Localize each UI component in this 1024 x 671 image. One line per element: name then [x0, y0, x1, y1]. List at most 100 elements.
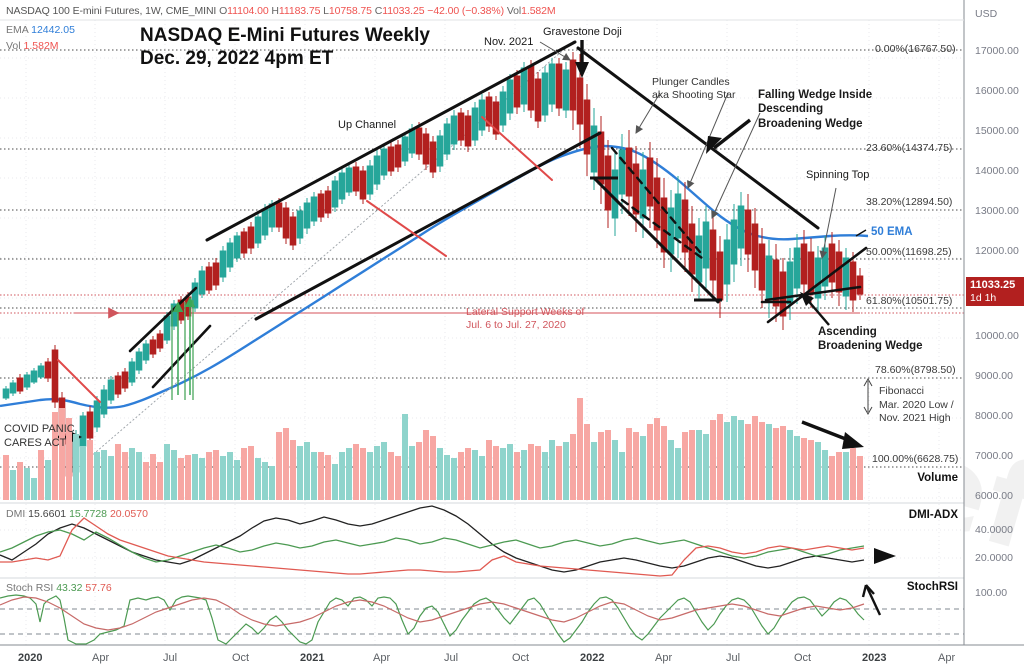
- vol-value: 1.582M: [521, 5, 556, 17]
- dmi-tick-20[interactable]: 20.0000: [975, 552, 1013, 564]
- price-tick-7000[interactable]: 7000.00: [975, 450, 1013, 462]
- ascending-line-1: Ascending: [818, 326, 877, 338]
- falling-wedge-line-2: Descending: [758, 103, 824, 116]
- vol-label: Vol: [506, 5, 522, 17]
- ohlc-c-value: 11033.25: [382, 5, 425, 17]
- dmi-adx-line: [0, 505, 865, 573]
- price-tick-15000[interactable]: 15000.00: [975, 125, 1019, 137]
- stochrsi-legend-label: Stoch RSI: [6, 582, 54, 594]
- annotation-gravestone-doji: Gravestone Doji: [543, 26, 622, 38]
- time-tick-2021[interactable]: 2021: [300, 652, 325, 664]
- volume-legend-label: Vol: [6, 40, 21, 52]
- annotation-nov-2021: Nov. 2021: [484, 36, 534, 48]
- ohlc-l-value: 10758.75: [328, 5, 372, 17]
- covid-line-1: COVID PANIC: [4, 423, 75, 435]
- dmi-legend: DMI 15.6601 15.7728 20.0570: [6, 508, 148, 520]
- stoch-k-line: [0, 594, 865, 645]
- falling-wedge-line-3: Broadening Wedge: [758, 117, 863, 130]
- time-tick-oct-2022[interactable]: Oct: [794, 652, 812, 664]
- wedge-tick-marks: [590, 176, 722, 302]
- minor-down-trendlines: [57, 116, 553, 403]
- time-tick-apr-2022[interactable]: Apr: [655, 652, 673, 664]
- annotation-plunger-candles: Plunger Candles aka Shooting Star: [652, 76, 735, 102]
- fib-line-2: Mar. 2020 Low /: [879, 398, 954, 411]
- price-tick-14000[interactable]: 14000.00: [975, 165, 1019, 177]
- current-price-tag[interactable]: 11033.25 1d 1h: [966, 277, 1024, 307]
- price-tick-8000[interactable]: 8000.00: [975, 410, 1013, 422]
- price-tick-10000[interactable]: 10000.00: [975, 330, 1019, 342]
- stoch-d-line: [0, 596, 865, 631]
- time-tick-jul-2021[interactable]: Jul: [444, 652, 459, 664]
- panel-label-volume: Volume: [917, 472, 958, 484]
- axis-currency: USD: [975, 8, 998, 20]
- fib-label-0: 0.00%(16767.50): [875, 43, 956, 55]
- price-tick-16000[interactable]: 16000.00: [975, 85, 1019, 97]
- lateral-line-2: Jul. 6 to Jul. 27, 2020: [466, 319, 566, 332]
- fib-bracket: [863, 377, 873, 416]
- falling-wedge-arrow: [706, 118, 752, 154]
- time-tick-2020[interactable]: 2020: [18, 652, 43, 664]
- stoch-cursor-arrow: [861, 584, 882, 616]
- plunger-line-2: aka Shooting Star: [652, 89, 736, 102]
- price-tick-12000[interactable]: 12000.00: [975, 245, 1019, 257]
- lateral-line-1: Lateral Support Weeks of: [466, 306, 585, 318]
- ohlc-h-value: 11183.75: [278, 5, 321, 17]
- title-line-1: NASDAQ E-Mini Futures Weekly: [140, 25, 430, 46]
- ohlc-h-label: H: [271, 5, 279, 17]
- volume-bars: [3, 300, 863, 500]
- price-tick-9000[interactable]: 9000.00: [975, 370, 1013, 382]
- stochrsi-value-k: 43.32: [56, 582, 83, 594]
- ema-legend: EMA 12442.05: [6, 24, 75, 36]
- falling-wedge: [610, 146, 704, 260]
- annotation-covid-panic: COVID PANIC CARES ACT: [4, 423, 75, 451]
- time-tick-2022[interactable]: 2022: [580, 652, 605, 664]
- change-value: −42.00 (−0.38%): [427, 5, 505, 17]
- dmi-legend-label: DMI: [6, 508, 26, 520]
- ema-legend-label: EMA: [6, 24, 29, 36]
- time-tick-apr-2021[interactable]: Apr: [373, 652, 391, 664]
- dmi-gridlines: [0, 529, 964, 559]
- annotation-ascending-wedge: Ascending Broadening Wedge: [818, 325, 923, 354]
- bar-countdown: 1d 1h: [970, 291, 997, 304]
- up-channel: [205, 40, 602, 321]
- price-tick-17000[interactable]: 17000.00: [975, 45, 1019, 57]
- falling-wedge-line-1: Falling Wedge Inside: [758, 89, 873, 101]
- fib-line-1: Fibonacci: [879, 385, 924, 397]
- dmi-minus-line: [0, 517, 865, 577]
- annotation-spinning-top: Spinning Top: [806, 169, 870, 181]
- price-tick-6000[interactable]: 6000.00: [975, 490, 1013, 502]
- time-tick-oct-2021[interactable]: Oct: [512, 652, 530, 664]
- ascending-line-2: Broadening Wedge: [818, 340, 923, 353]
- time-tick-jul-2022[interactable]: Jul: [726, 652, 741, 664]
- volume-trend-arrow: [801, 420, 864, 449]
- time-tick-jul-2020[interactable]: Jul: [163, 652, 178, 664]
- title-line-2: Dec. 29, 2022 4pm ET: [140, 48, 334, 70]
- time-tick-apr-2023[interactable]: Apr: [938, 652, 956, 664]
- fib-label-382: 38.20%(12894.50): [866, 196, 953, 208]
- annotation-lateral-support: Lateral Support Weeks of Jul. 6 to Jul. …: [466, 306, 584, 332]
- volume-legend-value: 1.582M: [23, 40, 59, 52]
- candlesticks: [2, 52, 864, 482]
- price-tick-13000[interactable]: 13000.00: [975, 205, 1019, 217]
- stochrsi-tick-100[interactable]: 100.00: [975, 587, 1008, 599]
- panel-label-dmi-adx: DMI-ADX: [908, 509, 958, 521]
- time-tick-apr-2020[interactable]: Apr: [92, 652, 110, 664]
- fib-label-1000: 100.00%(6628.75): [872, 453, 959, 465]
- plunger-line-1: Plunger Candles: [652, 76, 730, 88]
- fib-label-618: 61.80%(10501.75): [866, 295, 953, 307]
- dmi-tick-40[interactable]: 40.0000: [975, 524, 1013, 536]
- dmi-value-minus-di: 20.0570: [109, 508, 148, 520]
- green-arrows: [172, 296, 196, 395]
- time-tick-2023[interactable]: 2023: [862, 652, 887, 664]
- annotation-up-channel: Up Channel: [338, 119, 397, 131]
- stochrsi-value-d: 57.76: [85, 582, 112, 594]
- dmi-value-adx: 15.6601: [28, 508, 67, 520]
- dmi-cursor-arrow: [874, 548, 896, 564]
- dmi-value-plus-di: 15.7728: [69, 508, 108, 520]
- panel-label-stochrsi: StochRSI: [906, 581, 958, 593]
- annotation-50-ema: 50 EMA: [871, 226, 913, 238]
- time-tick-oct-2020[interactable]: Oct: [232, 652, 250, 664]
- annotation-fibonacci-source: Fibonacci Mar. 2020 Low / Nov. 2021 High: [879, 385, 954, 426]
